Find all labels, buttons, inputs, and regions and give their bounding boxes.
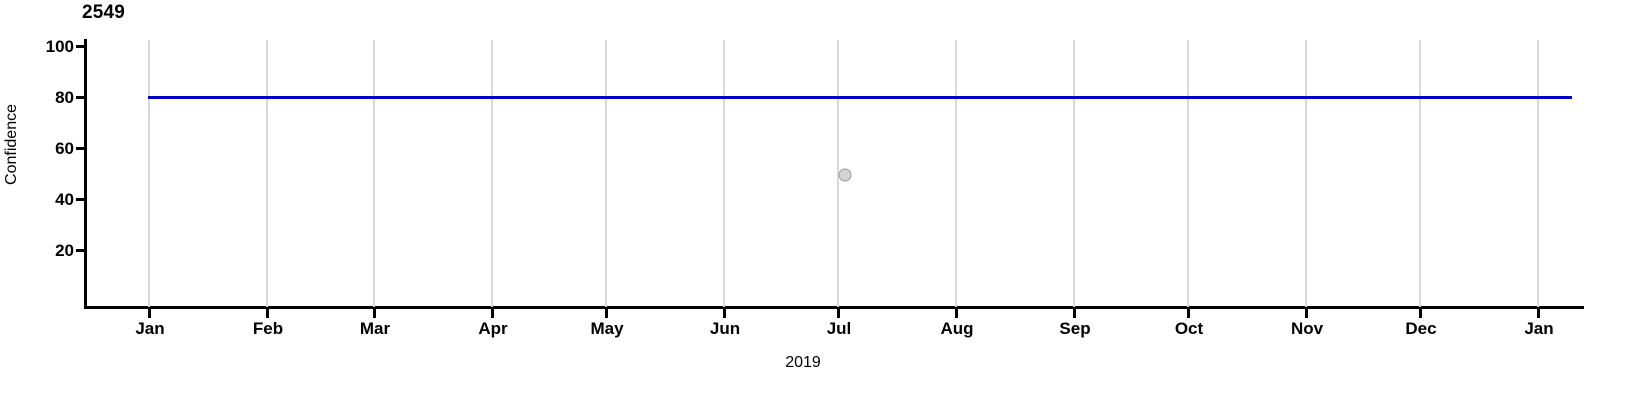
- x-tick-label-sep: Sep: [1059, 319, 1091, 338]
- x-tick-label-nov: Nov: [1290, 319, 1324, 338]
- x-tick-mark-oct: [1187, 308, 1190, 318]
- x-tick-mark-jul: [837, 308, 840, 318]
- x-tick-label-jul: Jul: [826, 319, 852, 338]
- gridline-aug: [955, 40, 957, 307]
- x-tick-label-apr: Apr: [478, 319, 508, 338]
- y-tick-mark-60: [76, 147, 85, 150]
- x-tick-mark-nov: [1305, 308, 1308, 318]
- gridline-nov: [1305, 40, 1307, 307]
- y-tick-label-20: 20: [55, 241, 74, 260]
- x-axis-title-text: 2019: [785, 354, 821, 371]
- gridline-apr: [491, 40, 493, 307]
- y-tick-label-80: 80: [55, 88, 74, 107]
- x-tick-mark-feb: [266, 308, 269, 318]
- x-tick-mark-jan: [148, 308, 151, 318]
- x-tick-mark-aug: [955, 308, 958, 318]
- data-point-observation[interactable]: [838, 168, 852, 182]
- gridline-jan: [148, 40, 150, 307]
- y-tick-mark-20: [76, 249, 85, 252]
- y-tick-mark-100: [76, 45, 85, 48]
- x-tick-mark-jan-next: [1537, 308, 1540, 318]
- gridline-dec: [1419, 40, 1421, 307]
- x-tick-label-jan: Jan: [135, 319, 165, 338]
- threshold-line-series: [148, 96, 1572, 99]
- x-tick-label-oct: Oct: [1174, 319, 1204, 338]
- plot-area: [86, 40, 1572, 307]
- gridline-jun: [723, 40, 725, 307]
- gridline-feb: [266, 40, 268, 307]
- x-tick-mark-apr: [491, 308, 494, 318]
- gridline-may: [605, 40, 607, 307]
- x-tick-mark-mar: [373, 308, 376, 318]
- x-tick-mark-jun: [723, 308, 726, 318]
- x-tick-label-jan-next: Jan: [1524, 319, 1554, 338]
- y-tick-label-40: 40: [55, 190, 74, 209]
- gridline-sep: [1073, 40, 1075, 307]
- gridline-oct: [1187, 40, 1189, 307]
- gridline-jul: [837, 40, 839, 307]
- y-tick-label-60: 60: [55, 139, 74, 158]
- gridline-mar: [373, 40, 375, 307]
- x-axis-line: [84, 306, 1584, 309]
- x-tick-mark-dec: [1419, 308, 1422, 318]
- x-tick-label-dec: Dec: [1405, 319, 1437, 338]
- x-tick-mark-may: [605, 308, 608, 318]
- y-tick-label-100: 100: [45, 37, 74, 56]
- chart-title: 2549: [82, 2, 126, 23]
- x-tick-label-mar: Mar: [359, 319, 391, 338]
- y-axis-title: Confidence: [3, 104, 20, 185]
- x-tick-mark-sep: [1073, 308, 1076, 318]
- x-tick-label-feb: Feb: [252, 319, 284, 338]
- x-axis-title: 2019: [0, 353, 1650, 373]
- x-tick-label-may: May: [590, 319, 624, 338]
- gridline-jan-next: [1537, 40, 1539, 307]
- x-tick-label-jun: Jun: [709, 319, 741, 338]
- y-axis-line: [84, 39, 87, 309]
- y-tick-mark-40: [76, 198, 85, 201]
- y-tick-mark-80: [76, 96, 85, 99]
- x-tick-label-aug: Aug: [940, 319, 974, 338]
